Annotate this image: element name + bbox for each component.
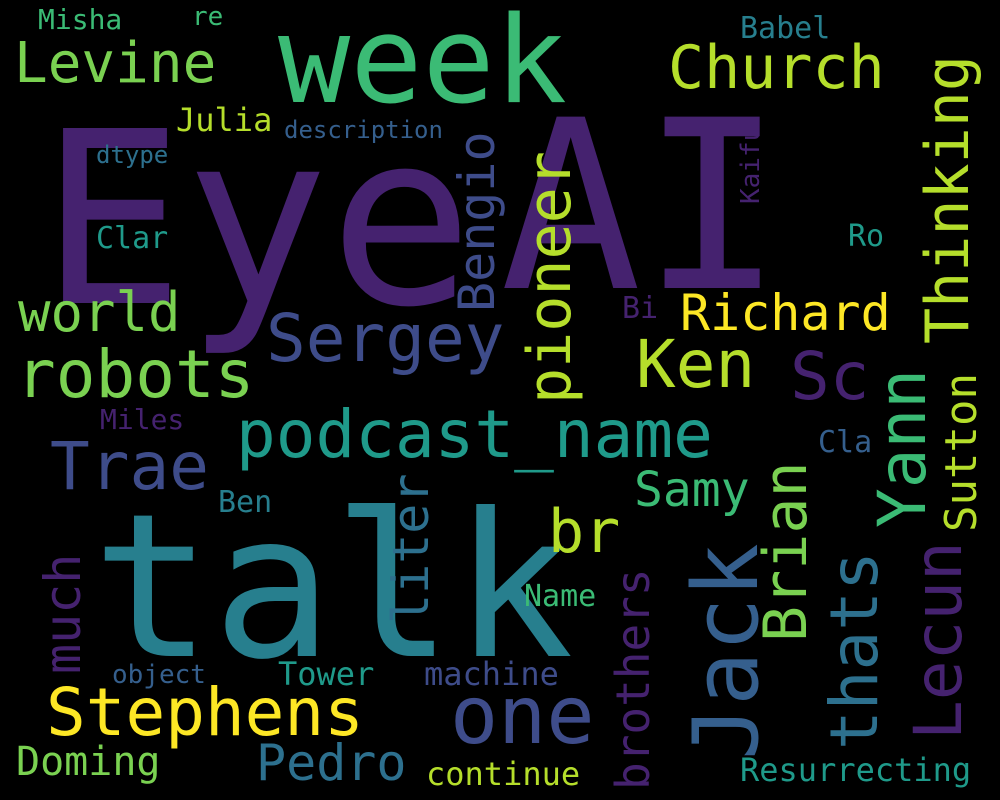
word-richard: Richard (680, 284, 891, 342)
word-object: object (112, 660, 206, 690)
word-kaifu: Kaifu (736, 125, 766, 204)
word-miles: Miles (100, 403, 185, 436)
word-thinking: Thinking (913, 55, 983, 344)
word-ken: Ken (636, 326, 756, 403)
word-thats: thats (816, 551, 893, 750)
word-sc: Sc (790, 338, 870, 415)
word-sutton: Sutton (936, 373, 987, 532)
word-resurrecting: Resurrecting (740, 751, 972, 789)
word-yann: Yann (864, 369, 941, 528)
word-pioneer: pioneer (515, 151, 585, 404)
word-misha: Misha (38, 3, 123, 36)
word-stephens: Stephens (46, 674, 364, 751)
word-lecun: Lecun (900, 541, 977, 740)
word-week: week (278, 0, 567, 131)
word-podcast-name: podcast_name (236, 396, 713, 473)
word-church: Church (668, 33, 885, 103)
word-description: description (284, 116, 443, 144)
word-bengio: Bengio (448, 131, 506, 312)
word-ai: AI (500, 71, 783, 344)
word-brian: Brian (751, 461, 821, 642)
word-cla: Cla (818, 425, 873, 460)
word-one: one (450, 669, 595, 762)
word-re: re (192, 2, 224, 32)
word-julia: Julia (176, 101, 273, 139)
word-pedro: Pedro (256, 734, 407, 792)
word-eye: Eye (40, 80, 474, 360)
word-brothers: brothers (606, 568, 660, 790)
word-world: world (18, 281, 181, 344)
word-bi: Bi (622, 291, 659, 326)
word-ben: Ben (218, 485, 273, 520)
word-samy: Samy (634, 462, 750, 518)
word-liter: liter (382, 473, 440, 624)
word-br: br (548, 497, 621, 567)
word-ro: Ro (848, 219, 885, 254)
word-trae: Trae (50, 428, 209, 505)
word-name: Name (524, 579, 597, 614)
word-robots: robots (16, 336, 255, 413)
word-talk: talk (92, 471, 574, 704)
word-clar: Clar (96, 221, 169, 256)
word-sergey: Sergey (266, 300, 505, 377)
word-tower: Tower (278, 655, 375, 693)
word-dtype: dtype (96, 141, 169, 169)
word-machine: machine (424, 655, 559, 693)
word-continue: continue (426, 755, 581, 793)
word-much: much (34, 553, 92, 674)
word-levine: Levine (14, 31, 217, 96)
word-babel: Babel (740, 11, 831, 46)
word-doming: Doming (16, 739, 161, 785)
